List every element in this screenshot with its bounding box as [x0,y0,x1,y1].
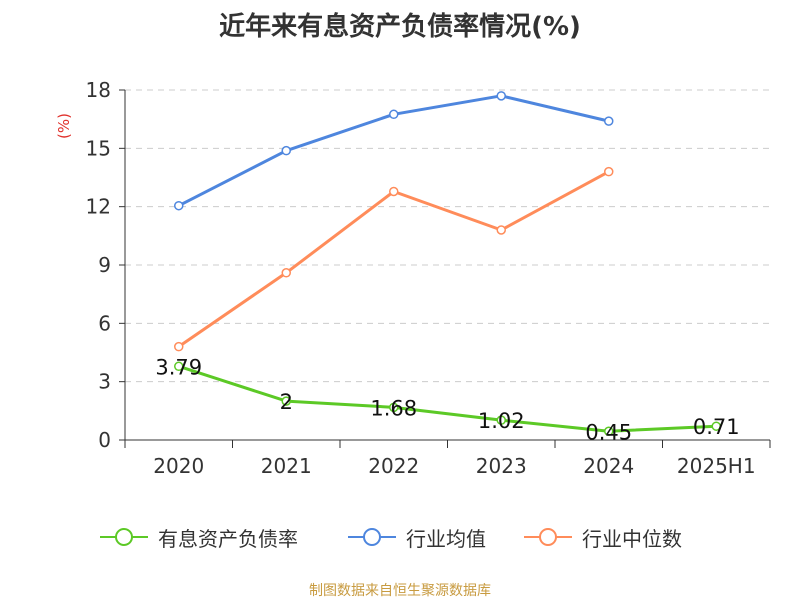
data-label: 1.68 [370,396,417,420]
data-point [496,91,506,101]
x-tick-label: 2023 [476,454,527,478]
data-point [496,225,506,235]
data-label: 2 [280,390,293,414]
legend-item-debt-ratio[interactable]: 有息资产负债率 [98,522,298,552]
data-point [604,166,614,177]
data-point [281,396,291,406]
chart-title: 近年来有息资产负债率情况(%) [219,12,581,42]
legend-label: 行业中位数 [582,526,682,551]
data-point [604,116,614,126]
x-tick-label: 2025H1 [677,454,756,478]
data-label: 0.71 [693,415,740,439]
grid-layer [125,89,770,383]
data-point [496,415,506,425]
data-label: 3.79 [155,355,202,379]
y-tick-label: 0 [98,428,111,452]
data-label-layer: 3.79 2 1.68 1.02 0.45 0.71 [155,355,739,444]
data-point [604,426,614,436]
x-tick-label: 2024 [583,454,634,478]
data-point [174,341,184,352]
legend-item-industry-average[interactable]: 行业均值 [346,522,486,552]
axis-layer: 0 3 6 9 12 15 18 2020 2021 2022 2023 2024 2025H1 (%) [55,78,771,478]
y-tick-label: 6 [98,311,111,335]
y-tick-label: 15 [86,136,111,160]
y-tick-label: 3 [98,370,111,394]
data-label: 1.02 [478,409,525,433]
legend-marker-green [100,528,148,546]
legend-label: 行业均值 [406,526,486,551]
y-tick-label: 12 [86,195,111,219]
x-tick-label: 2022 [368,454,419,478]
data-label: 0.45 [585,420,632,444]
data-point [389,109,399,120]
data-point [174,200,184,211]
data-point [711,421,721,431]
series-line [177,170,611,349]
data-point [389,402,399,413]
series-line [177,364,718,433]
data-point [389,186,399,197]
legend-item-industry-median[interactable]: 行业中位数 [522,522,682,552]
source-footer: 制图数据来自恒生聚源数据库 [309,583,491,599]
data-point [281,268,291,278]
x-tick-label: 2021 [261,454,312,478]
y-axis-label: (%) [55,113,73,139]
legend-marker-blue [348,528,396,546]
data-point [174,361,184,372]
data-point [281,145,291,156]
legend-marker-orange [524,528,572,546]
x-tick-label: 2020 [153,454,204,478]
y-tick-label: 9 [98,253,111,277]
series-layer [174,91,721,436]
y-tick-label: 18 [86,78,111,102]
legend-label: 有息资产负债率 [158,526,298,551]
